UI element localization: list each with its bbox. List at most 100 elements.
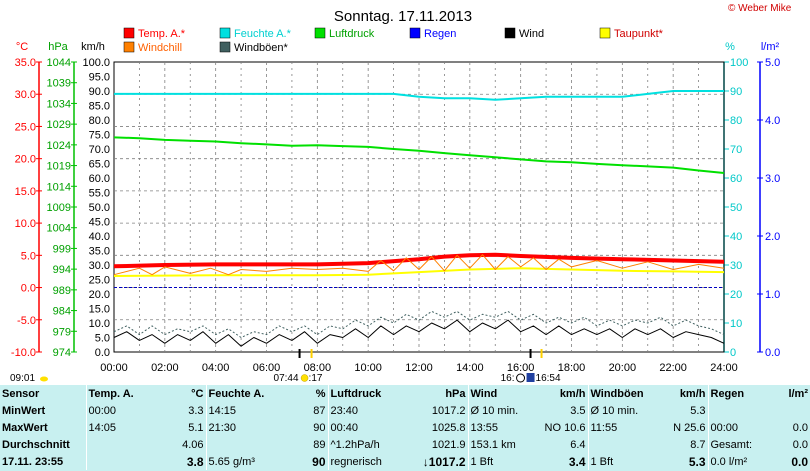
tick-label-humidity: 90	[730, 86, 742, 98]
stats-cell: 1021.9	[431, 438, 466, 451]
tick-label-pressure: 1004	[47, 223, 71, 235]
moon-time: 16:	[501, 373, 515, 384]
stats-cell: 87	[313, 404, 326, 417]
tick-label-rain: 2.0	[765, 231, 780, 243]
stats-cell: regnerisch	[327, 453, 400, 470]
tick-label-pressure: 989	[53, 285, 71, 297]
chart-background	[0, 0, 810, 385]
series-line-windchill	[113, 254, 725, 276]
sun-icon	[300, 374, 309, 382]
tick-label-rain: 4.0	[765, 115, 780, 127]
sunrise-time: 07:44	[274, 373, 299, 384]
moon-icon	[516, 373, 526, 383]
stats-cell: 6.4	[570, 438, 586, 451]
stats-cell	[707, 402, 770, 419]
tick-label-temp: 35.0	[15, 57, 36, 69]
tick-label-x: 06:00	[253, 362, 281, 374]
axis-label-rain: l/m²	[761, 41, 780, 53]
series-line-taupunkt	[113, 267, 725, 277]
stats-cell: 00:00	[707, 419, 770, 436]
tick-label-x: 00:00	[100, 362, 128, 374]
sunset-icon	[526, 373, 535, 382]
tick-label-wind: 80.0	[89, 115, 110, 127]
legend-swatch	[504, 27, 516, 39]
sunrise-extra: :17	[309, 373, 323, 384]
stats-header-cell: Regen	[707, 385, 770, 402]
tick-label-wind: 75.0	[89, 130, 110, 142]
legend-swatch	[409, 27, 421, 39]
legend-label: Temp. A.*	[138, 28, 186, 40]
stats-cell: 3.3	[188, 404, 204, 417]
stats-header-cell: %	[315, 387, 326, 400]
stats-header-cell: km/h	[559, 387, 586, 400]
stats-panel: Sensor Temp. A. °C Feuchte A.% Luftdruck hPa W…	[0, 385, 810, 471]
stats-row: Durchschnitt 4.06 89 ^1.2hPa/h 1021.9 153.1 k…	[0, 436, 810, 453]
stats-cell: 3.4	[568, 454, 586, 469]
stats-cell: 5.3	[690, 404, 706, 417]
sun-markers: 07:44 :17 16: 16:54 09:01	[10, 349, 561, 384]
tick-label-humidity: 40	[730, 231, 742, 243]
tick-label-x: 10:00	[354, 362, 382, 374]
stats-cell: N 25.6	[673, 421, 706, 434]
tick-label-x: 14:00	[456, 362, 484, 374]
legend-swatch	[123, 41, 135, 53]
tick-label-x: 20:00	[609, 362, 637, 374]
tick-label-wind: 55.0	[89, 188, 110, 200]
stats-cell: Ø 10 min.	[587, 402, 654, 419]
tick-label-rain: 5.0	[765, 57, 780, 69]
tick-label-x: 04:00	[202, 362, 230, 374]
tick-label-humidity: 10	[730, 318, 742, 330]
tick-label-wind: 40.0	[89, 231, 110, 243]
stats-cell	[85, 436, 144, 453]
axis-label-temp: °C	[16, 41, 28, 53]
tick-label-pressure: 984	[53, 306, 71, 318]
stats-cell: 11:55	[587, 419, 654, 436]
stats-header-cell: Temp. A.	[85, 385, 144, 402]
tick-label-rain: 3.0	[765, 173, 780, 185]
copyright-label: © Weber Mike	[728, 3, 792, 14]
legend-swatch	[314, 27, 326, 39]
tick-label-pressure: 1034	[47, 98, 71, 110]
stats-cell: 1017.2	[431, 404, 466, 417]
tick-label-humidity: 0	[730, 347, 736, 359]
legend-label: Windchill	[138, 42, 182, 54]
series-line-wind	[113, 319, 725, 347]
tick-label-rain: 0.0	[765, 347, 780, 359]
stats-cell: 4.06	[182, 438, 204, 451]
axis-label-humidity: %	[725, 41, 735, 53]
grid	[114, 62, 724, 352]
tick-label-wind: 45.0	[89, 217, 110, 229]
left-time: 09:01	[10, 373, 35, 384]
tick-label-temp: 30.0	[15, 89, 36, 101]
stats-header-cell: Feuchte A.	[205, 385, 278, 402]
tick-label-pressure: 979	[53, 326, 71, 338]
tick-label-pressure: 1019	[47, 161, 71, 173]
tick-label-x: 08:00	[304, 362, 332, 374]
stats-cell: 0.0	[792, 438, 808, 451]
sunset-time: 16:54	[536, 373, 561, 384]
stats-cell: MinWert	[2, 404, 46, 417]
tick-label-wind: 50.0	[89, 202, 110, 214]
legend-swatch	[219, 27, 231, 39]
tick-label-pressure: 999	[53, 243, 71, 255]
tick-label-wind: 5.0	[95, 333, 110, 345]
tick-label-wind: 65.0	[89, 159, 110, 171]
legend-swatch	[219, 41, 231, 53]
series-line-feuchte-a	[114, 90, 724, 101]
stats-cell: 5.1	[188, 421, 204, 434]
stats-cell: ^1.2hPa/h	[327, 436, 400, 453]
tick-label-temp: 5.0	[21, 250, 36, 262]
tick-label-pressure: 1044	[47, 57, 71, 69]
stats-cell: 13:55	[467, 419, 534, 436]
stats-cell: 14:15	[205, 402, 278, 419]
stats-cell: 0.0	[792, 421, 808, 434]
tick-label-x: 02:00	[151, 362, 179, 374]
stats-cell: 5.3	[688, 454, 706, 469]
tick-label-wind: 90.0	[89, 86, 110, 98]
tick-label-wind: 10.0	[89, 318, 110, 330]
stats-header-cell: °C	[191, 387, 204, 400]
tick-label-pressure: 1014	[47, 181, 71, 193]
tick-label-temp: 20.0	[15, 154, 36, 166]
tick-label-humidity: 30	[730, 260, 742, 272]
stats-cell: 1 Bft	[467, 453, 534, 470]
